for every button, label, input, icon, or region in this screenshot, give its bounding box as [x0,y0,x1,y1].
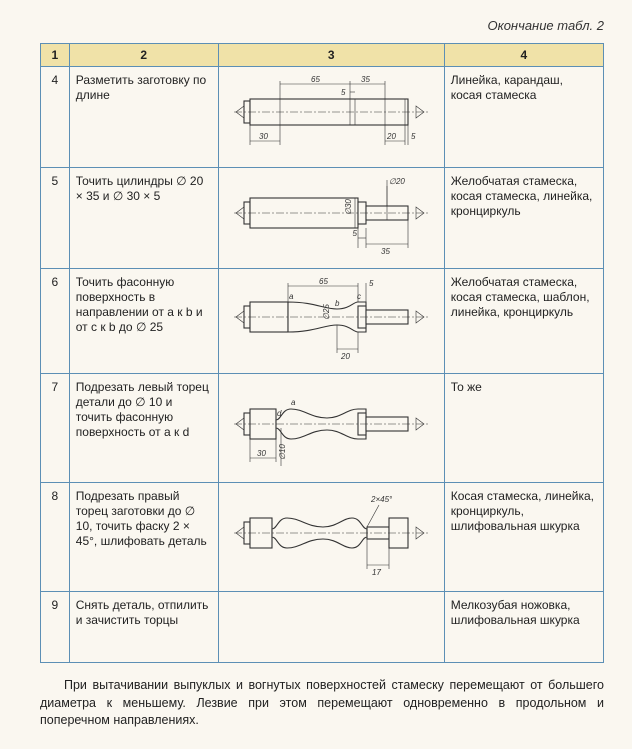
row-operation: Точить фасонную поверхность в направлени… [69,269,218,374]
dim-label: 5 [341,88,346,97]
dim-label: ∅25 [322,304,331,320]
row-num: 9 [41,592,70,663]
row-num: 8 [41,483,70,592]
table-row: 5 Точить цилиндры ∅ 20 × 35 и ∅ 30 × 5 [41,168,604,269]
table-row: 9 Снять деталь, отпилить и зачистить тор… [41,592,604,663]
row-operation: Подрезать левый торец детали до ∅ 10 и т… [69,374,218,483]
row-figure: a b c 65 5 ∅25 [218,269,444,374]
table-caption: Окончание табл. 2 [40,18,604,33]
dim-label: 30 [259,132,268,141]
row-num: 6 [41,269,70,374]
fig-label: c [357,292,361,301]
col-header-2: 2 [69,44,218,67]
dim-label: 5 [369,279,374,288]
row-tools: Желобчатая стамеска, косая стамеска, шаб… [444,269,603,374]
dim-label: 17 [372,568,381,577]
row-tools: Линейка, карандаш, косая стамеска [444,67,603,168]
dim-label: 35 [381,247,390,256]
row-num: 5 [41,168,70,269]
dim-label: ∅30 [344,199,353,215]
dim-label: 20 [340,352,350,361]
row-figure: a d 30 ∅10 [218,374,444,483]
page: Окончание табл. 2 1 2 3 4 4 Разметить за… [0,0,632,749]
dim-label: 65 [311,75,320,84]
row-operation: Подрезать правый торец заготовки до ∅ 10… [69,483,218,592]
dim-label: 5 [411,132,416,141]
fig-label: a [289,292,294,301]
row-figure: ∅20 ∅30 5 35 [218,168,444,269]
process-table: 1 2 3 4 4 Разметить заготовку по длине [40,43,604,663]
row-operation: Разметить заготовку по длине [69,67,218,168]
table-row: 6 Точить фасонную поверхность в направле… [41,269,604,374]
table-row: 4 Разметить заготовку по длине [41,67,604,168]
row-tools: Желобчатая стамеска, косая стамеска, лин… [444,168,603,269]
row-figure: 2×45° 17 [218,483,444,592]
footer-paragraph: При вытачивании выпуклых и вогнутых пове… [40,677,604,730]
dim-label: 35 [361,75,370,84]
row-figure: 65 35 5 30 20 [218,67,444,168]
row-tools: Мелкозубая ножовка, шлифовальная шкурка [444,592,603,663]
table-row: 7 Подрезать левый торец детали до ∅ 10 и… [41,374,604,483]
row-operation: Точить цилиндры ∅ 20 × 35 и ∅ 30 × 5 [69,168,218,269]
table-header-row: 1 2 3 4 [41,44,604,67]
row-num: 4 [41,67,70,168]
dim-label: 5 [352,229,357,238]
dim-label: ∅10 [278,444,287,460]
fig-label: b [335,299,340,308]
row-tools: То же [444,374,603,483]
dim-label: 20 [386,132,396,141]
col-header-4: 4 [444,44,603,67]
table-row: 8 Подрезать правый торец заготовки до ∅ … [41,483,604,592]
row-tools: Косая стамеска, линейка, кронциркуль, шл… [444,483,603,592]
row-figure [218,592,444,663]
row-num: 7 [41,374,70,483]
fig-label: d [277,409,282,418]
row-operation: Снять деталь, отпилить и зачистить торцы [69,592,218,663]
dim-label: 65 [319,277,328,286]
col-header-3: 3 [218,44,444,67]
fig-label: a [291,398,296,407]
dim-label: ∅20 [389,177,405,186]
col-header-1: 1 [41,44,70,67]
dim-label: 30 [257,449,266,458]
dim-label: 2×45° [370,495,393,504]
